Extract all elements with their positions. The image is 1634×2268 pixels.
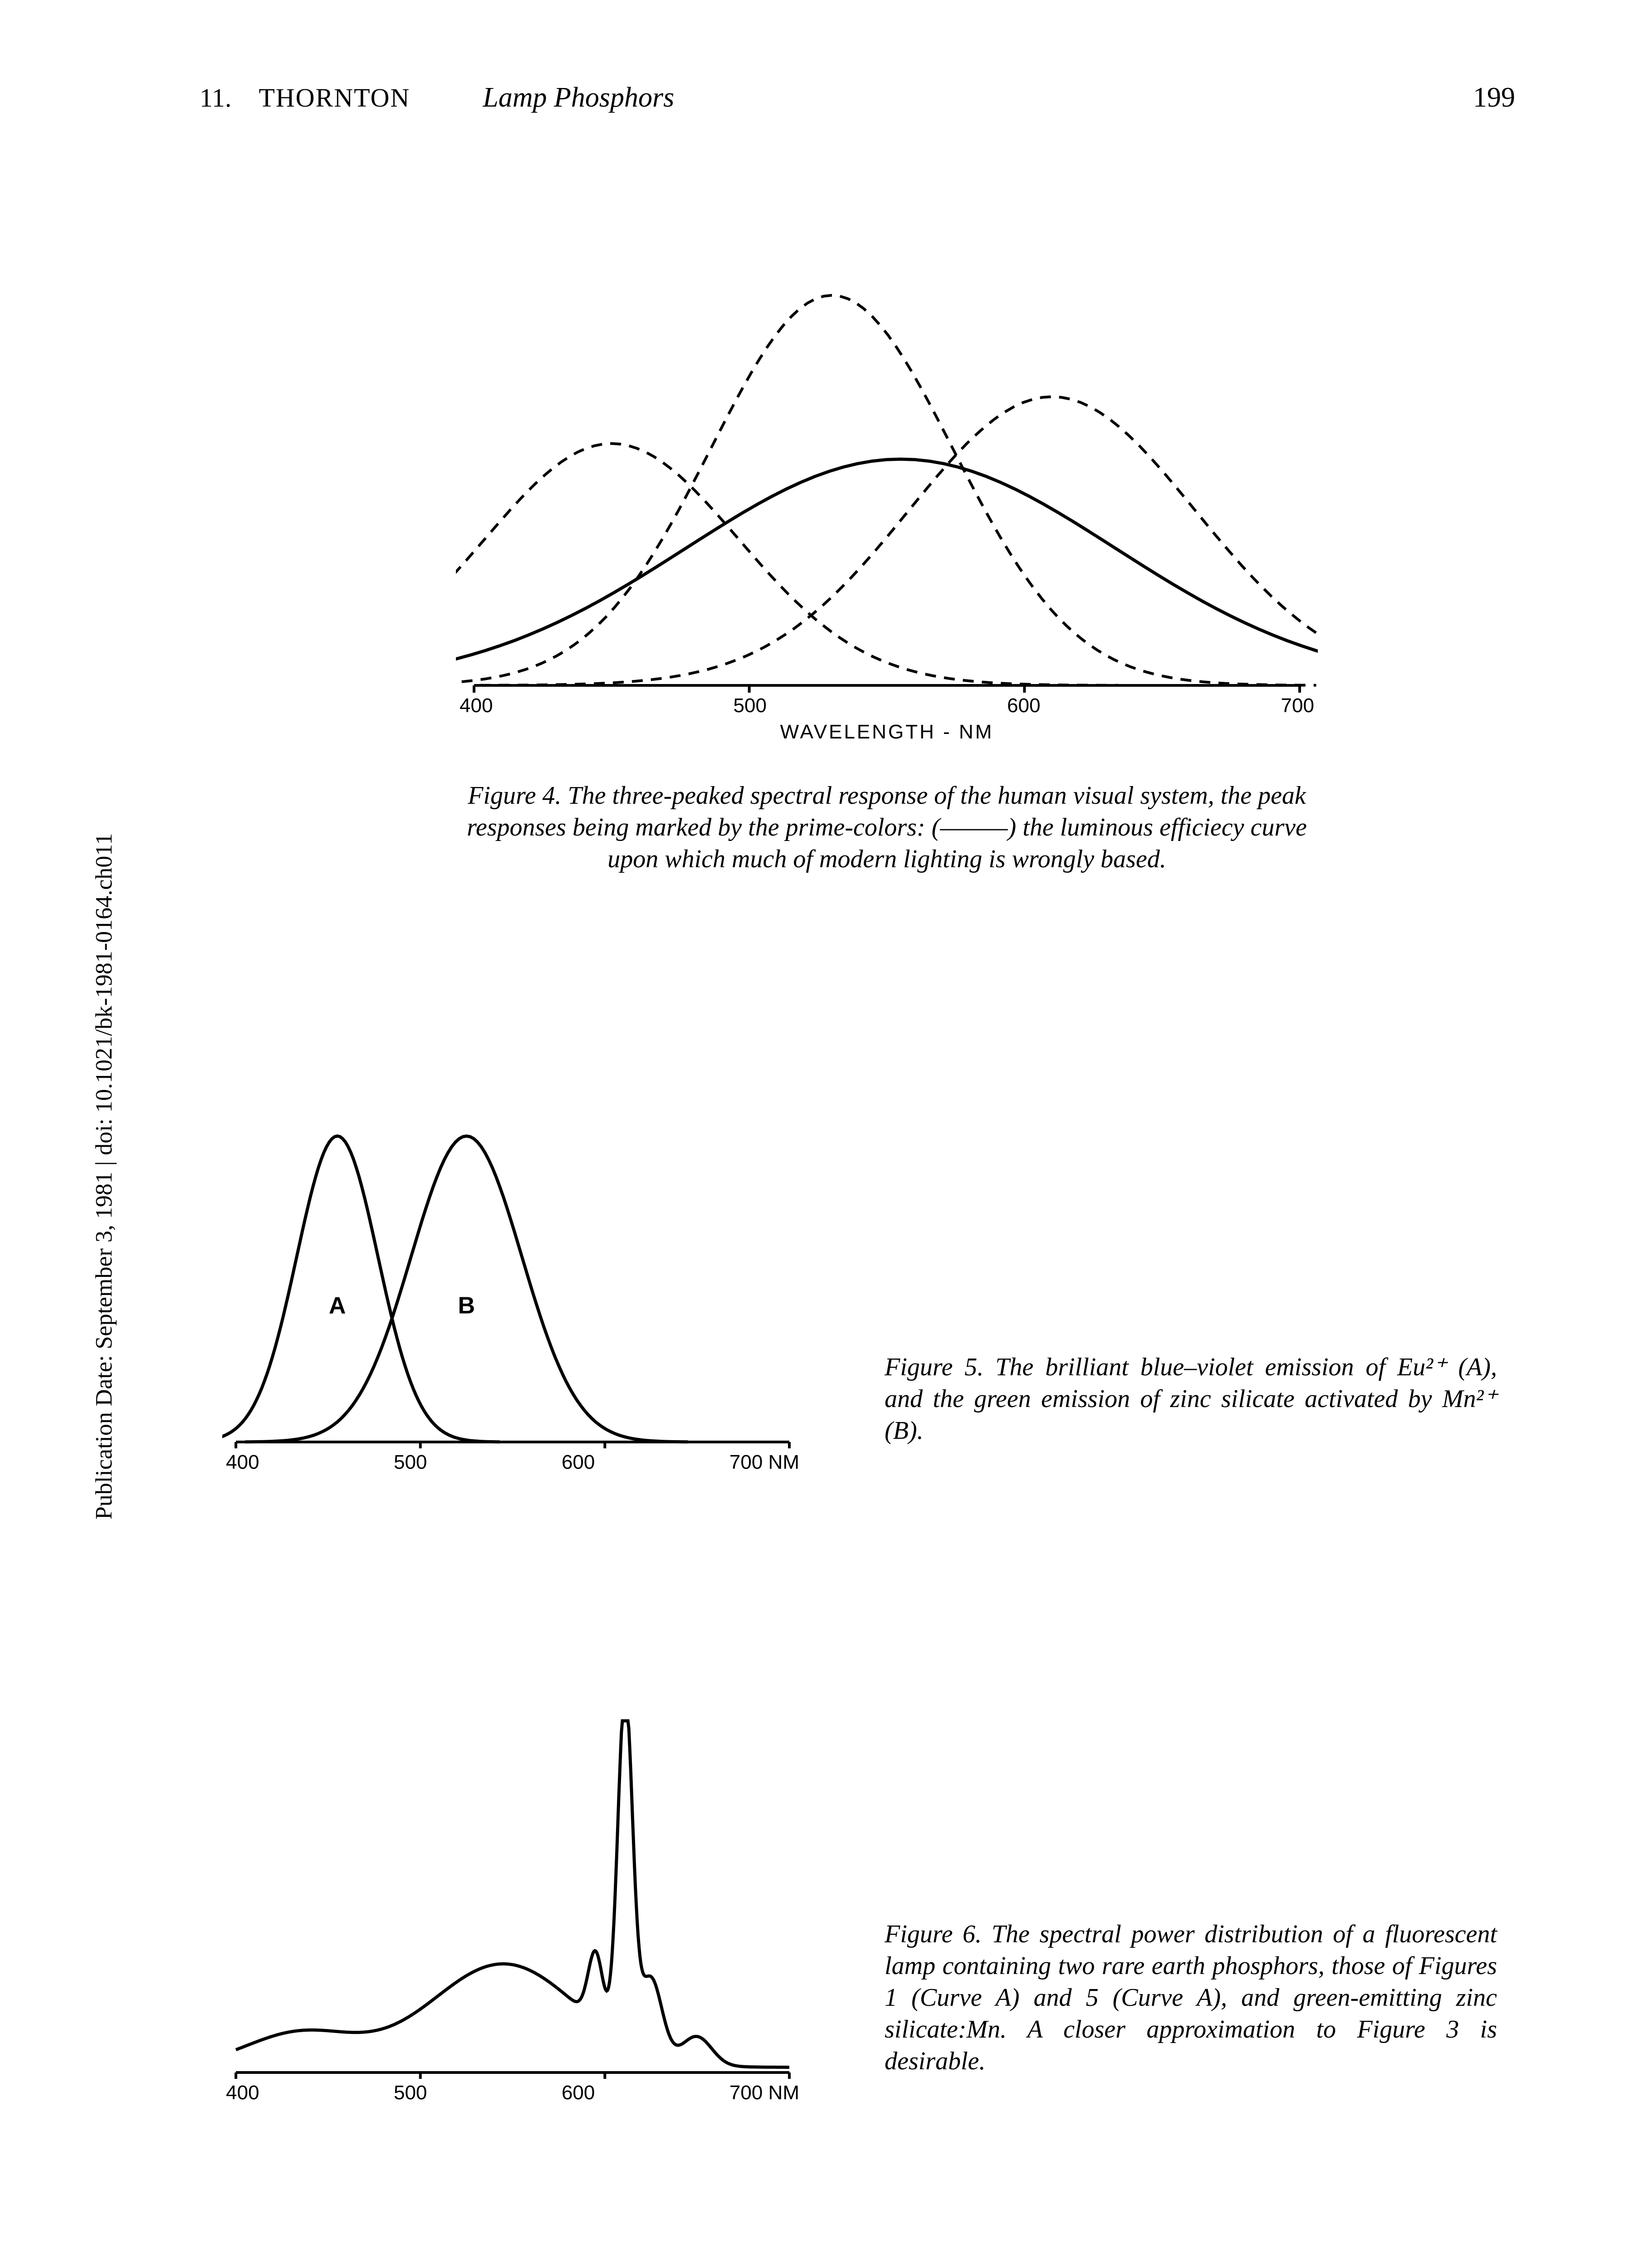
figure-4-axis-label: WAVELENGTH - NM — [456, 721, 1318, 743]
figure-5-caption: Figure 5. The brilliant blue–violet emis… — [885, 1351, 1497, 1447]
tick-label: 500 — [734, 694, 767, 717]
figure-6: 400 500 600 700 NM Figure 6. The spectral p… — [222, 1710, 1515, 2104]
page-content: 11. THORNTON Lamp Phosphors 199 400 500 60… — [200, 82, 1515, 2104]
tick-label: 600 — [562, 2082, 595, 2104]
tick-label: 700 — [1281, 694, 1314, 717]
tick-label: 600 — [1007, 694, 1040, 717]
tick-label: 400 — [226, 1451, 259, 1474]
figure-5: AB 400500600700 NM Figure 5. The brillia… — [222, 1102, 1515, 1474]
tick-label: 500 — [394, 1451, 427, 1474]
publication-sidebar: Publication Date: September 3, 1981 | do… — [91, 833, 117, 1520]
tick-label: 700 NM — [729, 2082, 799, 2104]
page-number: 199 — [1473, 82, 1515, 114]
page-header: 11. THORNTON Lamp Phosphors 199 — [200, 82, 1515, 114]
caption-line: upon which much of modern lighting is wr… — [607, 845, 1166, 873]
chapter-number: 11. — [200, 83, 231, 113]
tick-label: 400 — [226, 2082, 259, 2104]
svg-text:B: B — [458, 1293, 475, 1319]
figure-5-ticks: 400 500 600 700 NM — [222, 1451, 803, 1474]
caption-line: Figure 4. The three-peaked spectral resp… — [468, 782, 1306, 810]
figure-4: 400 500 600 700 WAVELENGTH - NM Figure 4. T… — [259, 286, 1515, 875]
figure-6-caption: Figure 6. The spectral power distributio… — [885, 1918, 1497, 2077]
tick-label: 700 NM — [729, 1451, 799, 1474]
chapter-title: Lamp Phosphors — [483, 82, 674, 114]
tick-label: 500 — [394, 2082, 427, 2104]
figure-4-caption: Figure 4. The three-peaked spectral resp… — [259, 780, 1515, 875]
tick-label: 400 — [460, 694, 493, 717]
figure-4-chart — [456, 286, 1318, 694]
figure-6-ticks: 400 500 600 700 NM — [222, 2082, 803, 2104]
tick-label: 600 — [562, 1451, 595, 1474]
figure-5-chart: AB — [222, 1102, 803, 1451]
figure-4-ticks: 400 500 600 700 — [456, 694, 1318, 717]
svg-text:A: A — [329, 1293, 346, 1319]
caption-line: responses being marked by the prime-colo… — [467, 813, 1307, 841]
figure-6-chart — [222, 1710, 803, 2082]
author-name: THORNTON — [259, 83, 410, 113]
